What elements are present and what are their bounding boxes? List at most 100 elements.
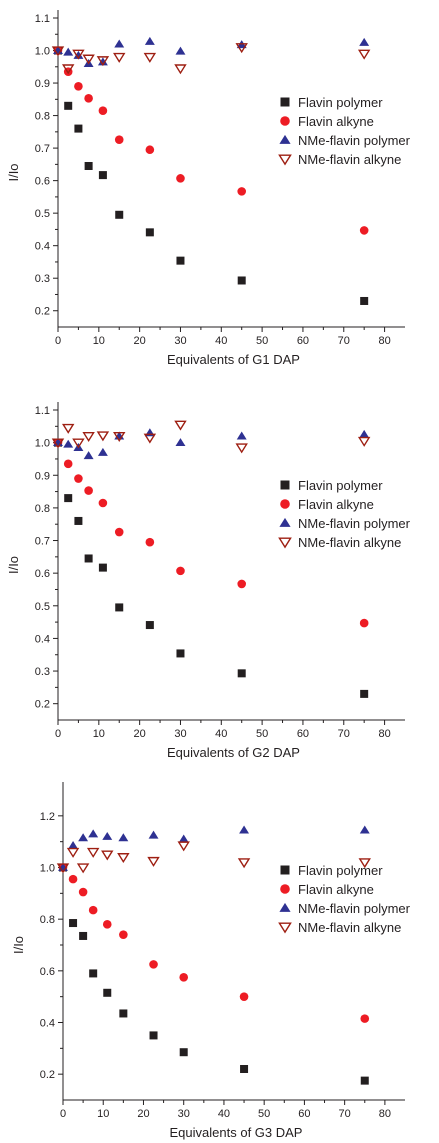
data-point bbox=[149, 960, 158, 969]
data-point bbox=[83, 451, 94, 460]
y-tick-label: 0.4 bbox=[40, 1018, 55, 1030]
data-point bbox=[176, 566, 185, 576]
data-point bbox=[145, 621, 154, 630]
data-point bbox=[177, 841, 190, 852]
y-tick-label: 0.2 bbox=[35, 306, 50, 318]
y-tick-label: 1.0 bbox=[40, 863, 55, 875]
data-point bbox=[61, 64, 75, 75]
y-tick-label: 0.9 bbox=[35, 470, 50, 482]
data-point bbox=[114, 135, 124, 144]
data-point bbox=[115, 603, 124, 612]
data-point bbox=[102, 920, 112, 929]
series-flavin-polymer bbox=[54, 46, 369, 305]
legend-label: Flavin polymer bbox=[298, 863, 383, 878]
y-tick-label: 0.5 bbox=[35, 208, 50, 220]
data-point bbox=[359, 429, 370, 438]
x-tick-label: 70 bbox=[339, 1108, 351, 1120]
series-flavin-alkyne bbox=[53, 438, 369, 628]
data-point bbox=[74, 82, 83, 91]
data-point bbox=[359, 226, 369, 235]
data-point bbox=[82, 54, 95, 65]
x-tick-label: 30 bbox=[174, 335, 186, 347]
legend-label: Flavin alkyne bbox=[298, 497, 374, 512]
y-tick-label: 0.4 bbox=[35, 241, 50, 253]
data-point bbox=[179, 972, 189, 982]
x-axis-title: Equivalents of G2 DAP bbox=[167, 745, 300, 760]
data-point bbox=[179, 1048, 188, 1057]
data-point bbox=[114, 39, 125, 48]
legend-label: NMe-flavin alkyne bbox=[298, 152, 401, 167]
x-tick-label: 50 bbox=[256, 335, 268, 347]
data-point bbox=[74, 124, 83, 133]
y-tick-label: 0.6 bbox=[35, 176, 50, 188]
y-tick-label: 0.9 bbox=[35, 78, 50, 90]
x-tick-label: 50 bbox=[256, 728, 268, 740]
data-point bbox=[178, 834, 189, 843]
legend-label: Flavin polymer bbox=[298, 478, 383, 493]
data-point bbox=[115, 210, 124, 219]
data-point bbox=[66, 847, 80, 858]
data-point bbox=[359, 825, 370, 834]
data-point bbox=[89, 969, 98, 978]
chart-panel-1: 0 10 20 30 40 50 60 70 80 0.2 0.3 0.4 0.5 0.6 0.7 0.8 0.… bbox=[6, 10, 411, 367]
x-tick-label: 40 bbox=[218, 1108, 230, 1120]
y-tick-label: 0.6 bbox=[40, 966, 55, 978]
data-point bbox=[237, 579, 247, 589]
data-point bbox=[119, 930, 128, 939]
y-tick-label: 0.7 bbox=[35, 143, 50, 155]
x-tick-label: 80 bbox=[378, 728, 390, 740]
legend-label: Flavin alkyne bbox=[298, 882, 374, 897]
data-point bbox=[64, 101, 73, 110]
y-tick-label: 0.3 bbox=[35, 273, 50, 285]
y-tick-label: 0.4 bbox=[35, 633, 50, 645]
y-axis-title: I/Io bbox=[6, 556, 21, 574]
data-point bbox=[144, 36, 155, 45]
legend-marker bbox=[280, 480, 290, 490]
data-point bbox=[103, 988, 112, 997]
data-point bbox=[98, 498, 108, 508]
legend-marker bbox=[279, 517, 291, 527]
data-point bbox=[61, 423, 75, 434]
data-point bbox=[98, 106, 108, 115]
x-tick-label: 0 bbox=[60, 1108, 66, 1120]
data-point bbox=[101, 850, 114, 861]
data-point bbox=[98, 171, 107, 180]
legend-marker bbox=[279, 902, 291, 912]
data-point bbox=[88, 905, 98, 915]
x-tick-label: 30 bbox=[174, 728, 186, 740]
data-point bbox=[360, 689, 369, 698]
data-point bbox=[113, 431, 126, 442]
x-tick-label: 60 bbox=[298, 1108, 310, 1120]
data-point bbox=[360, 296, 369, 305]
series-nme-flavin-polymer bbox=[58, 825, 370, 871]
data-point bbox=[143, 52, 157, 63]
legend: Flavin polymer Flavin alkyne NMe-flavin po… bbox=[278, 478, 411, 550]
data-point bbox=[78, 887, 88, 897]
x-tick-label: 0 bbox=[55, 728, 61, 740]
x-tick-label: 60 bbox=[297, 335, 309, 347]
data-point bbox=[79, 931, 88, 940]
data-point bbox=[97, 57, 108, 66]
x-tick-label: 20 bbox=[134, 335, 146, 347]
x-tick-label: 80 bbox=[378, 335, 390, 347]
data-point bbox=[86, 847, 100, 858]
data-point bbox=[74, 516, 83, 525]
data-point bbox=[68, 840, 79, 849]
series-nme-flavin-alkyne bbox=[51, 43, 371, 75]
data-point bbox=[176, 174, 185, 183]
legend-marker bbox=[278, 922, 292, 934]
series-nme-flavin-alkyne bbox=[56, 841, 371, 874]
data-point bbox=[88, 829, 99, 838]
data-point bbox=[73, 50, 84, 59]
x-tick-label: 50 bbox=[258, 1108, 270, 1120]
data-point bbox=[72, 438, 85, 449]
legend-label: NMe-flavin alkyne bbox=[298, 535, 401, 550]
data-point bbox=[145, 228, 154, 237]
x-axis-title: Equivalents of G1 DAP bbox=[167, 352, 300, 367]
data-point bbox=[96, 56, 110, 67]
y-tick-label: 1.2 bbox=[40, 811, 55, 823]
data-point bbox=[357, 436, 371, 447]
data-point bbox=[113, 52, 126, 63]
data-point bbox=[63, 459, 73, 469]
